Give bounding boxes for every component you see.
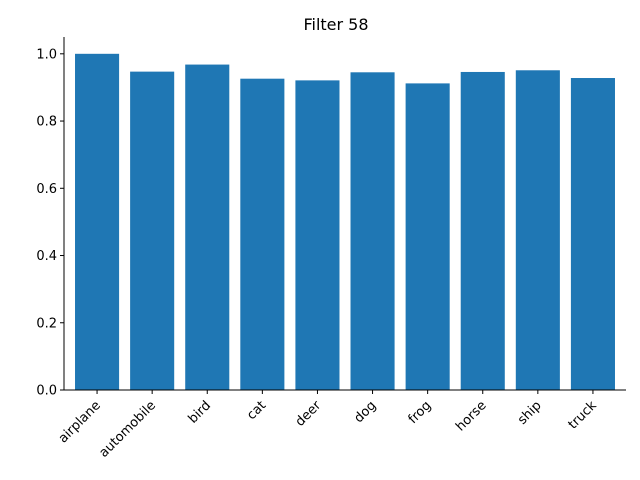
x-tick-label-horse: horse [453,398,489,434]
y-tick-label: 0.8 [36,115,57,130]
y-tick-label: 0.6 [36,182,57,197]
bar-cat [240,78,285,390]
x-tick-label-truck: truck [566,398,601,433]
x-tick-label-airplane: airplane [56,398,104,446]
x-tick-label-automobile: automobile [97,398,159,460]
y-tick-label: 0.2 [36,316,57,331]
x-tick-label-cat: cat [244,398,269,423]
chart-title: Filter 58 [303,15,368,34]
x-tick-label-dog: dog [351,398,379,426]
bar-deer [295,80,340,391]
x-tick-label-deer: deer [293,398,325,430]
y-tick-label: 0.4 [36,249,57,264]
bar-dog [350,72,395,391]
y-tick-label: 0.0 [36,384,57,399]
y-tick-label: 1.0 [36,47,57,62]
bar-ship [515,70,560,390]
bar-frog [405,83,450,390]
bar-automobile [130,71,175,390]
bar-airplane [75,53,120,391]
x-tick-label-ship: ship [515,398,545,428]
x-tick-label-frog: frog [406,398,435,427]
bar-horse [460,71,505,391]
bar-truck [570,78,615,391]
bar-bird [185,64,230,390]
x-tick-label-bird: bird [186,398,214,426]
